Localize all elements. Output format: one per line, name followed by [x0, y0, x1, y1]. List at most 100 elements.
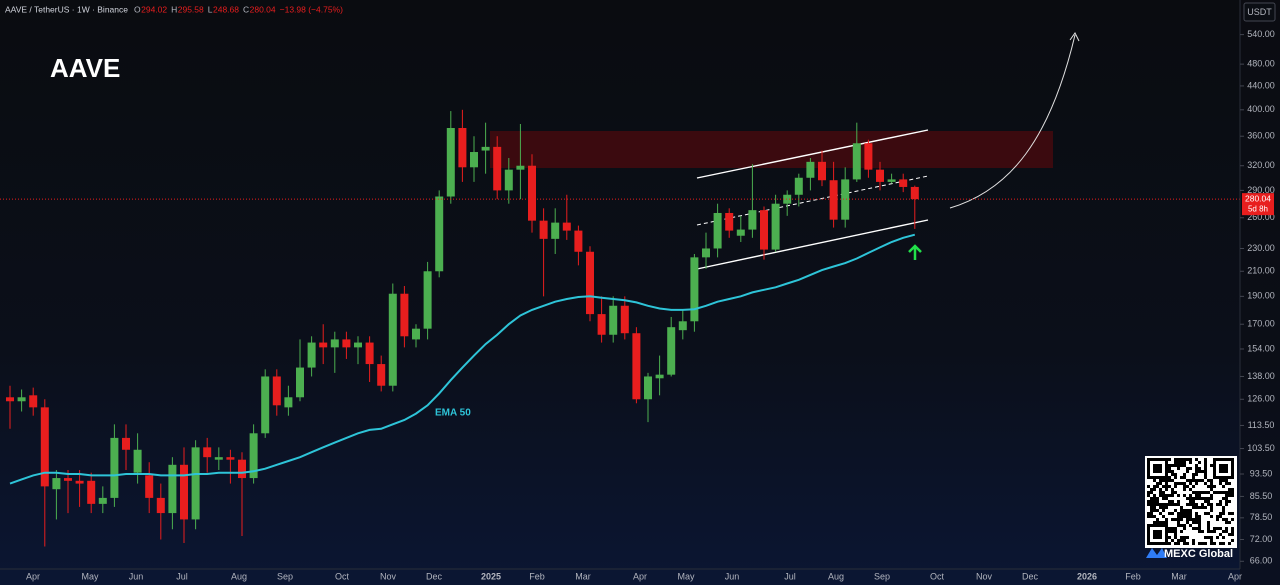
qr-cell [1198, 491, 1201, 494]
qr-cell [1159, 464, 1162, 467]
qr-cell [1213, 542, 1216, 545]
qr-cell [1219, 476, 1222, 479]
qr-cell [1228, 476, 1231, 479]
candle-body [736, 229, 745, 236]
qr-cell [1174, 491, 1177, 494]
qr-cell [1231, 527, 1234, 530]
qr-cell [1189, 512, 1192, 515]
qr-cell [1207, 503, 1210, 506]
qr-cell [1228, 542, 1231, 545]
qr-cell [1228, 494, 1231, 497]
y-tick-label: 480.00 [1247, 59, 1275, 69]
qr-cell [1171, 470, 1174, 473]
qr-cell [1231, 458, 1234, 461]
qr-cell [1231, 473, 1234, 476]
qr-code [1145, 456, 1237, 548]
qr-cell [1180, 506, 1183, 509]
qr-cell [1222, 497, 1225, 500]
qr-cell [1177, 467, 1180, 470]
qr-cell [1183, 488, 1186, 491]
qr-cell [1222, 536, 1225, 539]
candle-body [446, 127, 455, 197]
qr-cell [1225, 458, 1228, 461]
qr-cell [1189, 461, 1192, 464]
qr-cell [1213, 491, 1216, 494]
candle-body [876, 169, 884, 182]
qr-cell [1210, 536, 1213, 539]
candle-body [562, 222, 571, 231]
qr-cell [1168, 470, 1171, 473]
qr-cell [1147, 500, 1150, 503]
qr-cell [1159, 458, 1162, 461]
y-tick-label: 290.00 [1247, 185, 1275, 195]
header-item: 295.58 [178, 4, 204, 14]
x-tick-label: May [81, 571, 99, 581]
qr-cell [1171, 503, 1174, 506]
qr-cell [1177, 464, 1180, 467]
qr-cell [1210, 539, 1213, 542]
qr-cell [1168, 479, 1171, 482]
qr-cell [1231, 476, 1234, 479]
x-tick-label: Jun [129, 571, 144, 581]
qr-cell [1171, 491, 1174, 494]
qr-cell [1198, 524, 1201, 527]
qr-cell [1174, 464, 1177, 467]
qr-cell [1222, 476, 1225, 479]
qr-cell [1150, 512, 1153, 515]
qr-cell [1171, 488, 1174, 491]
candle-body [678, 321, 687, 331]
candle-body [180, 464, 188, 520]
currency-box [1243, 2, 1276, 22]
qr-cell [1159, 521, 1162, 524]
candle-body [296, 367, 304, 398]
mexc-logo [1146, 548, 1167, 558]
qr-cell [1162, 506, 1165, 509]
x-tick-label: Dec [426, 571, 443, 581]
y-tick-label: 78.50 [1250, 512, 1273, 522]
candle-body [910, 186, 919, 200]
candle-body [249, 433, 258, 479]
candle-body [412, 328, 420, 340]
qr-cell [1183, 515, 1186, 518]
qr-cell [1222, 479, 1225, 482]
qr-cell [1192, 497, 1195, 500]
qr-cell [1213, 473, 1216, 476]
qr-cell [1180, 536, 1183, 539]
qr-cell [1213, 467, 1216, 470]
x-tick-label: 2025 [481, 571, 501, 581]
y-tick-label: 320.00 [1247, 160, 1275, 170]
header-item: AAVE / TetherUS · 1W · Binance [5, 4, 128, 14]
qr-cell [1210, 479, 1213, 482]
qr-cell [1147, 515, 1150, 518]
qr-cell [1147, 503, 1150, 506]
x-tick-label: Apr [1228, 571, 1242, 581]
x-tick-label: Nov [976, 571, 993, 581]
qr-cell [1231, 461, 1234, 464]
qr-cell [1156, 497, 1159, 500]
chart-title: AAVE [50, 53, 120, 83]
candle-body [122, 437, 130, 450]
qr-cell [1174, 485, 1177, 488]
qr-cell [1183, 458, 1186, 461]
candle-body [214, 457, 223, 460]
header-item: H [171, 4, 177, 14]
qr-cell [1225, 527, 1228, 530]
x-tick-label: Nov [380, 571, 397, 581]
candle-body [52, 478, 61, 490]
qr-cell [1219, 515, 1222, 518]
qr-cell [1228, 521, 1231, 524]
y-tick-label: 230.00 [1247, 243, 1275, 253]
y-tick-label: 400.00 [1247, 104, 1275, 114]
qr-cell [1156, 482, 1159, 485]
qr-cell [1153, 524, 1156, 527]
bounce-arrow [908, 244, 922, 260]
qr-cell [1153, 521, 1156, 524]
qr-cell [1165, 479, 1168, 482]
qr-cell [1165, 470, 1168, 473]
qr-cell [1165, 476, 1168, 479]
qr-cell [1198, 542, 1201, 545]
qr-cell [1216, 515, 1219, 518]
qr-cell [1228, 488, 1231, 491]
qr-cell [1189, 509, 1192, 512]
qr-cell [1204, 470, 1207, 473]
